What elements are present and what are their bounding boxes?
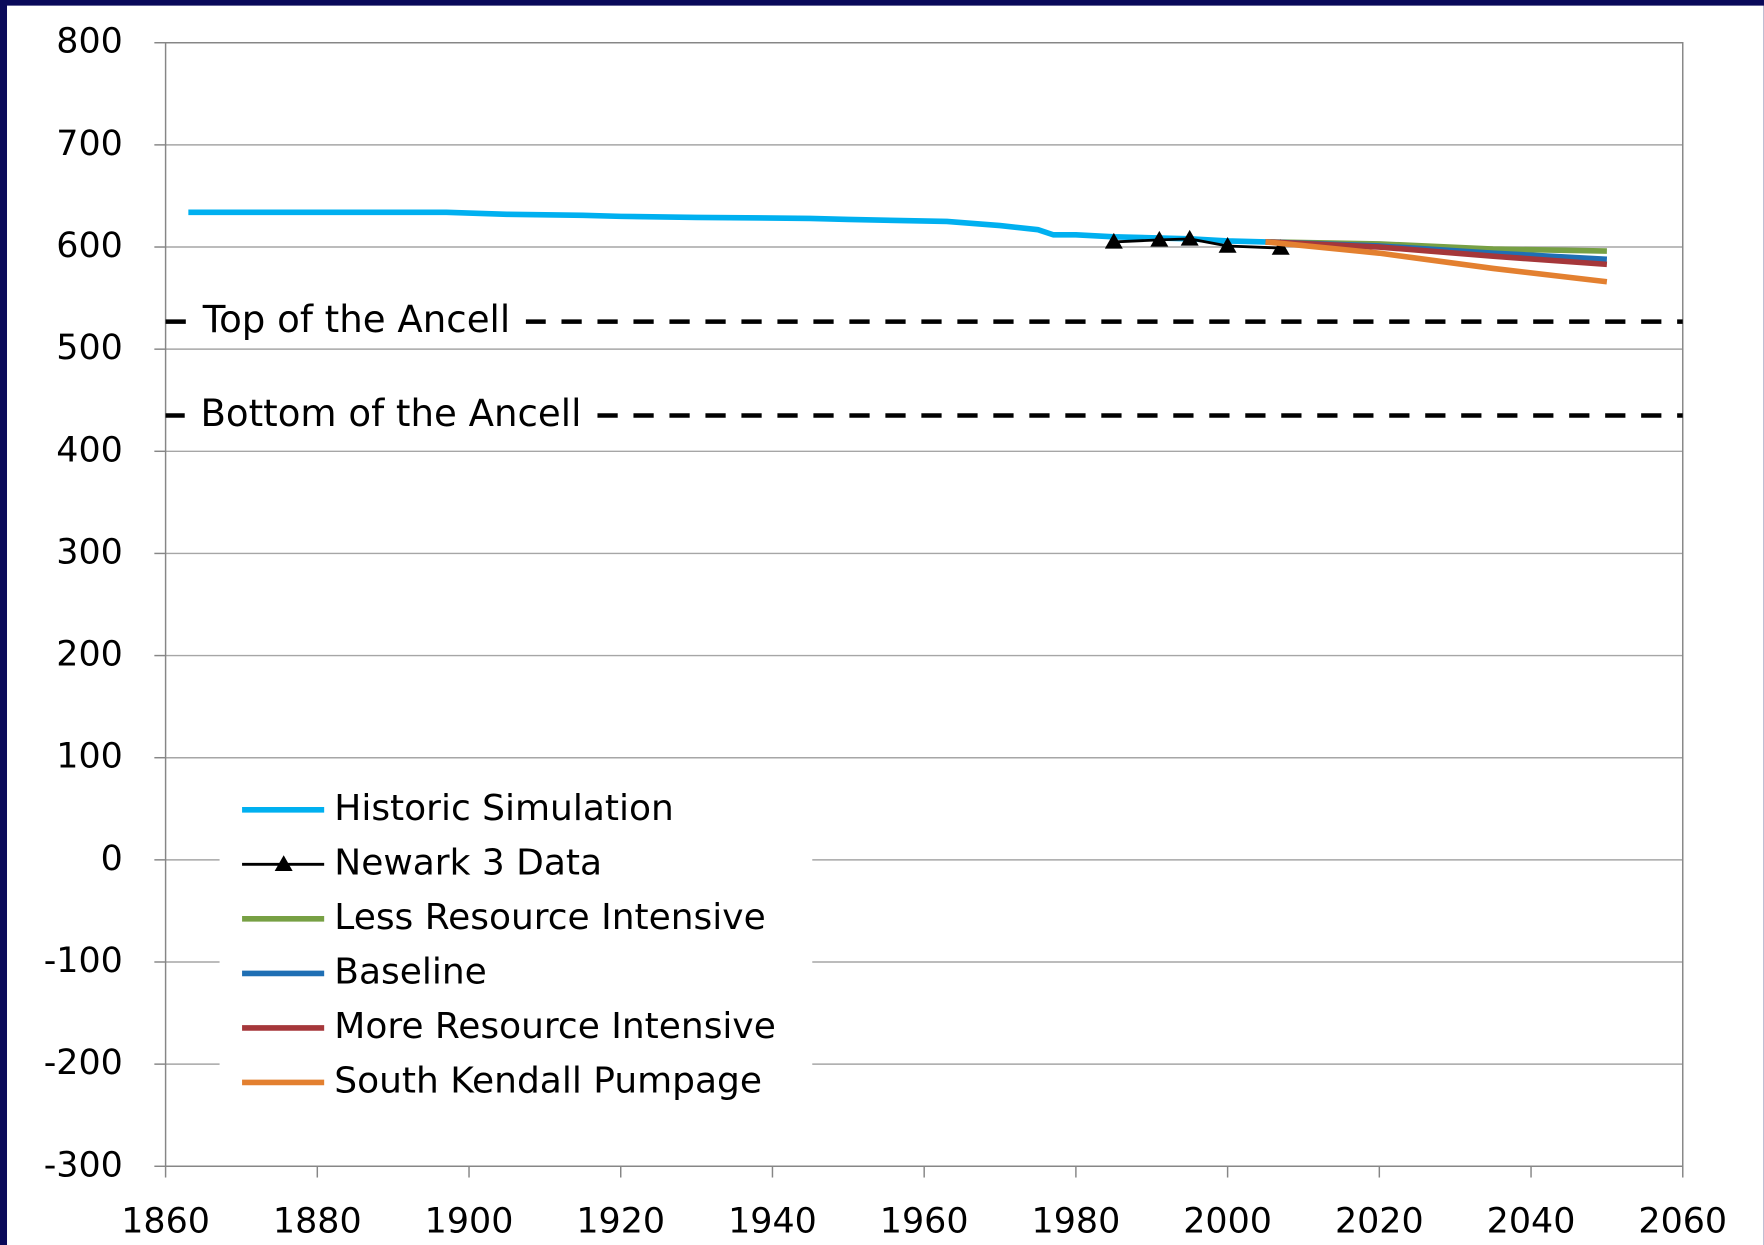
y-tick-label: 200 [56,635,123,675]
x-tick-label: 1960 [880,1202,969,1242]
label-background [185,298,526,342]
x-tick-label: 1920 [576,1202,665,1242]
x-tick-label: 2040 [1487,1202,1576,1242]
y-tick-label: 400 [56,430,123,470]
x-tick-label: 2020 [1335,1202,1424,1242]
x-tick-label: 1880 [273,1202,362,1242]
y-tick-label: -100 [44,941,123,981]
data-point [1218,236,1237,253]
y-tick-label: 800 [56,22,123,62]
y-tick-label: 600 [56,226,123,266]
reference-label: Top of the Ancell [202,298,510,341]
data-point [1104,232,1123,249]
legend-box [219,785,813,1109]
legend-label: Newark 3 Data [334,842,602,883]
y-tick-label: -300 [44,1145,123,1185]
data-point [1271,239,1290,255]
series-line [1265,239,1608,268]
plot-border [164,42,1684,1168]
x-tick-label: 1900 [425,1202,514,1242]
x-tick-label: 2060 [1638,1202,1727,1242]
series-line [1265,239,1608,285]
legend-label: Historic Simulation [334,788,673,829]
label-background [184,392,598,436]
y-tick-label: 500 [56,328,123,368]
x-tick-label: 1860 [121,1202,210,1242]
y-tick-label: 700 [56,124,123,164]
y-tick-label: 100 [56,737,123,777]
y-tick-label: 0 [101,839,123,879]
legend-label: South Kendall Pumpage [334,1060,762,1101]
data-point [1180,229,1199,246]
x-tick-label: 1940 [728,1202,817,1242]
data-point [1150,230,1169,247]
legend-marker [274,855,293,872]
y-tick-label: 300 [56,532,123,572]
legend-label: More Resource Intensive [334,1006,776,1047]
x-tick-label: 1980 [1032,1202,1121,1242]
legend-label: Baseline [334,951,486,992]
reference-label: Bottom of the Ancell [200,392,581,435]
x-tick-label: 2000 [1183,1202,1272,1242]
y-tick-label: -200 [44,1043,123,1083]
legend-label: Less Resource Intensive [334,897,765,938]
